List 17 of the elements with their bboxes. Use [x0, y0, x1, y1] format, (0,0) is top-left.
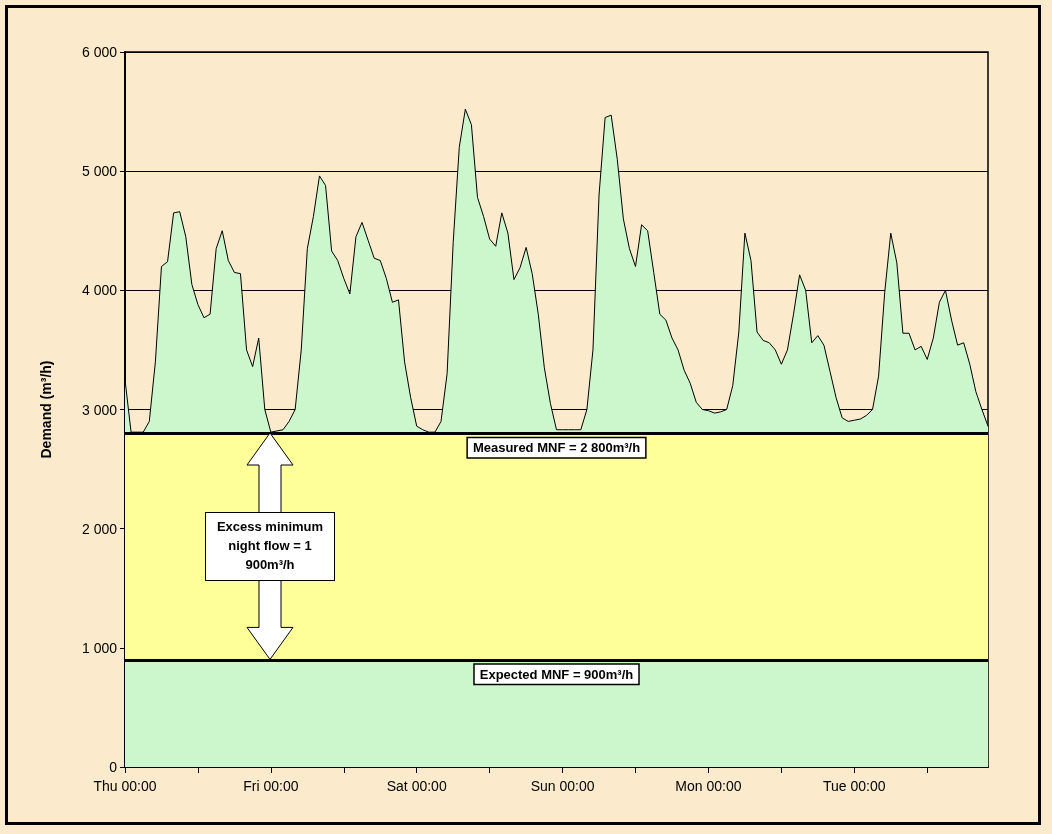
annotation: Excess minimum night flow = 1 900m³/h [205, 512, 335, 581]
ref-line-label: Expected MNF = 900m³/h [479, 666, 634, 682]
y-tick-label: 6 000 [81, 44, 118, 60]
y-tick-label: 0 [109, 759, 118, 775]
y-axis-title: Demand (m³/h) [38, 360, 54, 459]
x-tick-label: Sat 00:00 [386, 778, 447, 794]
y-tick-label: 1 000 [81, 639, 118, 656]
y-tick-label: 3 000 [81, 401, 118, 418]
x-tick-label: Thu 00:00 [93, 778, 157, 794]
x-tick-label: Mon 00:00 [675, 778, 742, 794]
y-tick-label: 2 000 [81, 520, 118, 537]
y-tick-label: 4 000 [81, 282, 118, 299]
ref-line-label: Measured MNF = 2 800m³/h [472, 440, 641, 456]
y-tick-label: 5 000 [81, 163, 118, 180]
x-tick-label: Sun 00:00 [530, 778, 595, 794]
x-tick-label: Tue 00:00 [823, 778, 886, 794]
x-tick-label: Fri 00:00 [243, 778, 299, 794]
